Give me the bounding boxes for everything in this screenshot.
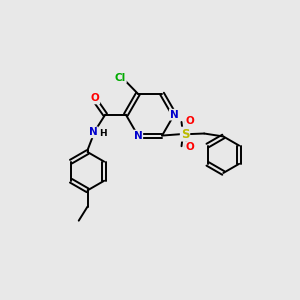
Text: S: S: [181, 128, 189, 141]
Text: N: N: [170, 110, 178, 120]
Text: N: N: [134, 130, 142, 141]
Text: O: O: [185, 116, 194, 126]
Text: Cl: Cl: [115, 73, 126, 82]
Text: O: O: [185, 142, 194, 152]
Text: N: N: [89, 127, 98, 137]
Text: H: H: [99, 129, 107, 138]
Text: O: O: [91, 94, 99, 103]
